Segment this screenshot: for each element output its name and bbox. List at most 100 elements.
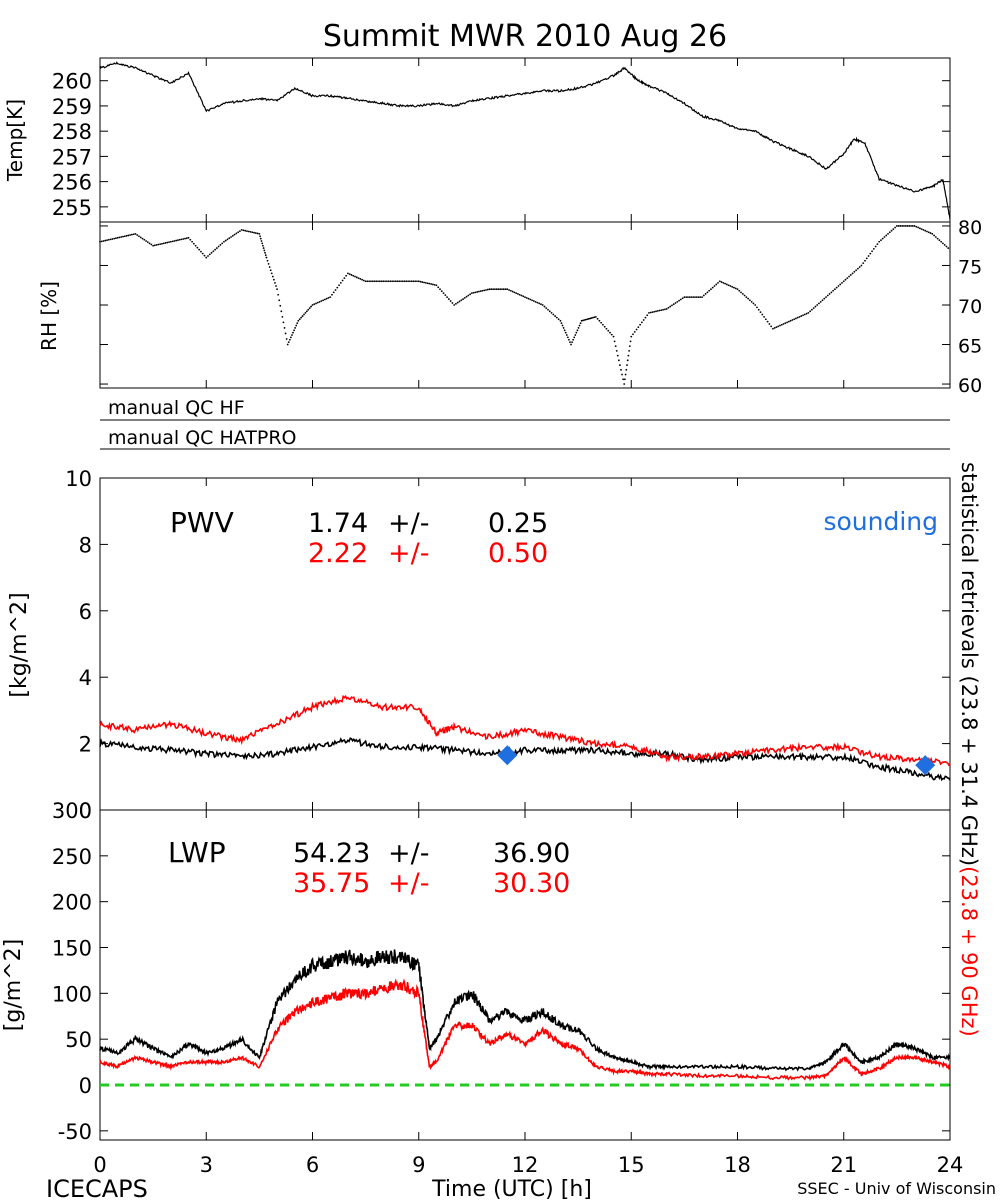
- rh-point: [729, 285, 732, 287]
- rh-point: [458, 300, 461, 303]
- rh-point: [736, 288, 739, 291]
- rh-point: [701, 296, 703, 298]
- rh-point: [307, 308, 310, 311]
- rh-point: [439, 288, 441, 291]
- rh-point: [508, 289, 510, 291]
- rh-point: [185, 237, 188, 240]
- rh-point: [382, 280, 385, 283]
- rh-point: [552, 313, 555, 316]
- rh-point: [589, 317, 592, 320]
- rh-point: [672, 303, 675, 306]
- rh-point: [867, 255, 870, 257]
- rh-point: [271, 275, 274, 278]
- rh-point: [910, 225, 912, 227]
- rh-point: [779, 324, 781, 327]
- rh-point: [810, 308, 813, 311]
- rh-point: [287, 341, 290, 344]
- rh-point: [938, 239, 941, 242]
- rh-point: [493, 288, 496, 291]
- rh-point: [747, 297, 750, 300]
- rh-point: [711, 286, 714, 289]
- rh-point: [377, 280, 379, 283]
- rh-point: [423, 281, 425, 284]
- rh-point: [304, 312, 307, 314]
- x-axis-label: Time (UTC) [h]: [431, 1177, 592, 1200]
- rh-point: [924, 229, 927, 232]
- rh-point: [660, 309, 663, 312]
- rh-point: [855, 269, 858, 272]
- rh-point: [442, 292, 445, 295]
- rh-point: [780, 323, 783, 326]
- lwp-ytick-label: 300: [52, 799, 92, 823]
- rh-point: [554, 315, 557, 317]
- rh-point: [182, 238, 185, 240]
- rh-point: [440, 290, 443, 293]
- rh-point: [127, 234, 130, 237]
- rh-ytick-label: 75: [958, 256, 982, 278]
- x-tick-label: 12: [512, 1153, 539, 1177]
- lwp-stat-black-sd: 36.90: [493, 838, 570, 869]
- rh-point: [262, 244, 264, 247]
- rh-point: [506, 288, 509, 291]
- lwp-ytick-label: -50: [58, 1120, 92, 1144]
- rh-point: [136, 234, 139, 236]
- rh-point: [447, 298, 450, 300]
- rh-point: [627, 354, 630, 357]
- pwv-ytick-label: 0: [79, 799, 92, 823]
- rh-point: [560, 322, 563, 325]
- temp-ytick-label: 260: [52, 70, 92, 94]
- rh-point: [256, 232, 259, 235]
- rh-point: [460, 299, 463, 302]
- rh-point: [362, 279, 365, 282]
- rh-point: [207, 255, 209, 257]
- rh-point: [332, 291, 335, 294]
- rh-point: [878, 240, 881, 243]
- rh-point: [724, 282, 727, 285]
- rh-point: [338, 284, 340, 287]
- rh-point: [669, 305, 672, 308]
- rh-point: [926, 230, 928, 233]
- rh-point: [279, 304, 282, 307]
- rh-point: [509, 289, 512, 292]
- rh-point: [931, 232, 934, 235]
- rh-point: [138, 235, 140, 238]
- rh-point: [695, 296, 698, 298]
- rh-point: [139, 236, 142, 239]
- rh-point: [947, 247, 950, 249]
- qc-hatpro-label: manual QC HATPRO: [108, 427, 297, 449]
- rh-point: [384, 280, 387, 283]
- rh-point: [715, 283, 718, 286]
- rh-point: [106, 239, 108, 242]
- rh-point: [548, 310, 551, 313]
- rh-point: [885, 234, 888, 237]
- rh-point: [456, 301, 459, 304]
- rh-point: [339, 281, 342, 284]
- rh-point: [217, 245, 220, 248]
- rh-point: [298, 318, 301, 321]
- lwp-stat-red-sd: 30.30: [493, 868, 570, 899]
- rh-point: [837, 285, 840, 287]
- rh-point: [816, 304, 819, 306]
- rh-point: [655, 310, 657, 313]
- rh-point: [823, 297, 826, 300]
- rh-point: [940, 240, 943, 243]
- lwp-stat-black-pm: +/-: [388, 838, 429, 869]
- rh-point: [476, 291, 479, 293]
- rh-point: [295, 324, 298, 327]
- rh-point: [233, 233, 236, 236]
- rh-point: [628, 345, 631, 348]
- rh-point: [915, 225, 918, 228]
- rh-point: [194, 244, 197, 247]
- rh-point: [828, 293, 831, 295]
- rh-point: [830, 291, 833, 294]
- rh-point: [259, 237, 262, 240]
- lwp-stat-black-mean: 54.23: [293, 838, 370, 869]
- rh-point: [773, 327, 776, 329]
- rh-point: [748, 299, 751, 302]
- rh-point: [171, 240, 174, 243]
- rh-point: [265, 256, 268, 259]
- rh-point: [396, 280, 399, 283]
- rh-point: [568, 338, 570, 341]
- rh-point: [649, 311, 652, 314]
- rh-point: [196, 246, 199, 249]
